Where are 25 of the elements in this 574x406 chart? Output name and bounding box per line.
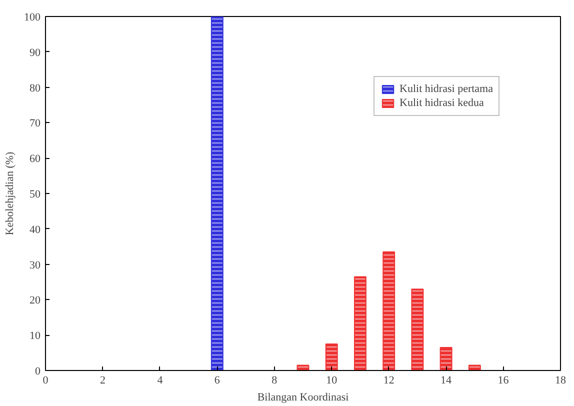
x-tick-label: 14 xyxy=(440,374,452,386)
legend-label: Kulit hidrasi kedua xyxy=(400,97,484,109)
y-tick-label: 30 xyxy=(30,259,41,272)
y-axis-title: Kebolehjadian (%) xyxy=(4,151,16,236)
x-tick-label: 6 xyxy=(214,374,220,386)
x-tick-label: 12 xyxy=(383,374,394,386)
x-tick-label: 4 xyxy=(157,374,164,386)
y-tick-label: 90 xyxy=(30,46,41,59)
x-tick-label: 8 xyxy=(272,374,278,386)
x-tick-label: 10 xyxy=(326,374,338,386)
y-tick-label: 10 xyxy=(30,330,41,342)
y-tick-label: 50 xyxy=(30,188,41,200)
x-axis-title: Bilangan Koordinasi xyxy=(257,392,349,404)
legend-label: Kulit hidrasi pertama xyxy=(400,83,493,95)
y-tick-label: 100 xyxy=(24,12,41,24)
y-tick-label: 20 xyxy=(30,294,41,307)
x-tick-label: 0 xyxy=(42,374,49,386)
y-tick-label: 40 xyxy=(30,224,41,236)
y-tick-label: 0 xyxy=(35,366,41,378)
y-tick-label: 60 xyxy=(30,153,41,166)
x-tick-label: 18 xyxy=(555,374,566,386)
x-tick-label: 2 xyxy=(100,374,106,386)
y-tick-label: 80 xyxy=(30,82,41,94)
y-tick-label: 70 xyxy=(30,118,41,130)
x-tick-label: 16 xyxy=(498,374,510,386)
